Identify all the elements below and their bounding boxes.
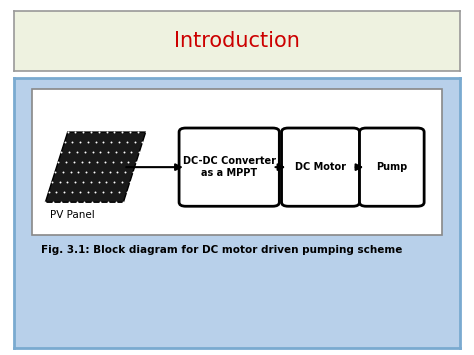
Text: DC Motor: DC Motor (295, 162, 346, 172)
FancyBboxPatch shape (32, 89, 442, 235)
Polygon shape (46, 132, 146, 202)
Text: PV Panel: PV Panel (50, 210, 95, 220)
Text: Pump: Pump (376, 162, 408, 172)
Text: DC-DC Converter
as a MPPT: DC-DC Converter as a MPPT (182, 156, 276, 178)
FancyBboxPatch shape (179, 128, 279, 206)
Text: Fig. 3.1: Block diagram for DC motor driven pumping scheme: Fig. 3.1: Block diagram for DC motor dri… (41, 245, 402, 255)
FancyBboxPatch shape (282, 128, 359, 206)
FancyBboxPatch shape (359, 128, 424, 206)
Text: Introduction: Introduction (174, 31, 300, 51)
